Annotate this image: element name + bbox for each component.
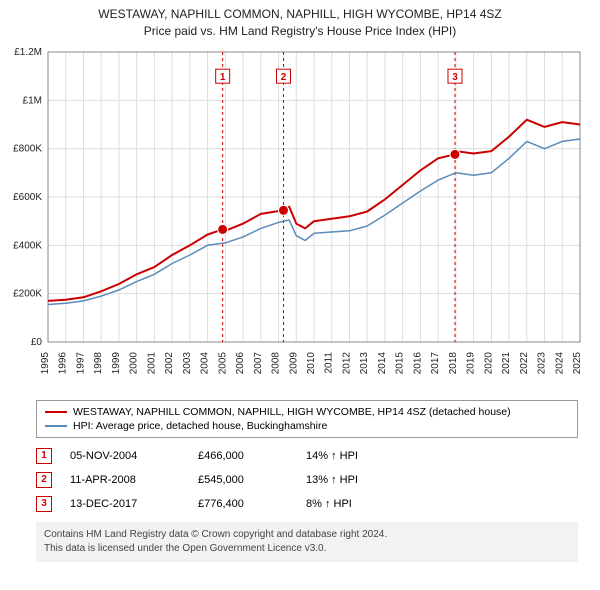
svg-text:2002: 2002 <box>164 351 175 374</box>
svg-text:2013: 2013 <box>359 351 370 374</box>
svg-text:£1.2M: £1.2M <box>14 47 42 58</box>
legend-label-1: WESTAWAY, NAPHILL COMMON, NAPHILL, HIGH … <box>73 406 511 418</box>
svg-text:2010: 2010 <box>306 351 317 374</box>
svg-text:2018: 2018 <box>448 351 459 374</box>
event-marker-3: 3 <box>36 496 52 512</box>
svg-text:1: 1 <box>220 72 226 83</box>
chart-svg: £0 £200K £400K £600K £800K £1M £1.2M 1995 1996 19… <box>0 42 600 392</box>
event-price-1: £466,000 <box>198 450 288 462</box>
svg-text:£1M: £1M <box>23 95 42 106</box>
title-line-1: WESTAWAY, NAPHILL COMMON, NAPHILL, HIGH … <box>4 6 596 23</box>
event-delta-3: 8% ↑ HPI <box>306 498 406 510</box>
svg-text:£600K: £600K <box>13 192 42 203</box>
events-block: 1 05-NOV-2004 £466,000 14% ↑ HPI 2 11-AP… <box>36 444 578 516</box>
svg-text:2: 2 <box>281 72 287 83</box>
svg-text:2009: 2009 <box>288 351 299 374</box>
svg-text:2004: 2004 <box>200 351 211 374</box>
svg-text:2011: 2011 <box>324 351 335 373</box>
svg-text:2000: 2000 <box>129 351 140 374</box>
event-marker-1: 1 <box>36 448 52 464</box>
title-block: WESTAWAY, NAPHILL COMMON, NAPHILL, HIGH … <box>0 0 600 42</box>
svg-text:2001: 2001 <box>146 351 157 374</box>
svg-text:1995: 1995 <box>40 351 51 374</box>
svg-text:£200K: £200K <box>13 288 42 299</box>
legend-label-2: HPI: Average price, detached house, Buck… <box>73 420 327 432</box>
chart-area: £0 £200K £400K £600K £800K £1M £1.2M 1995 1996 19… <box>0 42 600 392</box>
event-price-2: £545,000 <box>198 474 288 486</box>
chart-container: WESTAWAY, NAPHILL COMMON, NAPHILL, HIGH … <box>0 0 600 562</box>
svg-text:2021: 2021 <box>501 351 512 374</box>
svg-text:2020: 2020 <box>483 351 494 374</box>
svg-text:1997: 1997 <box>75 351 86 374</box>
svg-text:1998: 1998 <box>93 351 104 374</box>
event-delta-2: 13% ↑ HPI <box>306 474 406 486</box>
event-price-3: £776,400 <box>198 498 288 510</box>
svg-text:2025: 2025 <box>572 351 583 374</box>
footer-note: Contains HM Land Registry data © Crown c… <box>36 522 578 562</box>
svg-text:2008: 2008 <box>271 351 282 374</box>
event-row: 1 05-NOV-2004 £466,000 14% ↑ HPI <box>36 444 578 468</box>
svg-text:2005: 2005 <box>217 351 228 374</box>
legend-row: HPI: Average price, detached house, Buck… <box>45 419 569 433</box>
svg-text:£400K: £400K <box>13 240 42 251</box>
svg-text:1996: 1996 <box>58 351 69 374</box>
event-date-2: 11-APR-2008 <box>70 474 180 486</box>
svg-text:2023: 2023 <box>537 351 548 374</box>
footer-line-1: Contains HM Land Registry data © Crown c… <box>44 528 570 542</box>
svg-text:2014: 2014 <box>377 351 388 374</box>
svg-text:2024: 2024 <box>554 351 565 374</box>
svg-text:2016: 2016 <box>412 351 423 374</box>
svg-text:2019: 2019 <box>466 351 477 374</box>
svg-text:2017: 2017 <box>430 351 441 374</box>
svg-text:£800K: £800K <box>13 143 42 154</box>
title-line-2: Price paid vs. HM Land Registry's House … <box>4 23 596 40</box>
legend-swatch-2 <box>45 425 67 427</box>
svg-text:1999: 1999 <box>111 351 122 374</box>
svg-text:2003: 2003 <box>182 351 193 374</box>
svg-text:2006: 2006 <box>235 351 246 374</box>
legend-row: WESTAWAY, NAPHILL COMMON, NAPHILL, HIGH … <box>45 405 569 419</box>
svg-text:£0: £0 <box>31 337 43 348</box>
event-delta-1: 14% ↑ HPI <box>306 450 406 462</box>
event-date-1: 05-NOV-2004 <box>70 450 180 462</box>
svg-text:2022: 2022 <box>519 351 530 374</box>
svg-text:2012: 2012 <box>341 351 352 374</box>
event-row: 3 13-DEC-2017 £776,400 8% ↑ HPI <box>36 492 578 516</box>
legend-swatch-1 <box>45 411 67 413</box>
event-row: 2 11-APR-2008 £545,000 13% ↑ HPI <box>36 468 578 492</box>
footer-line-2: This data is licensed under the Open Gov… <box>44 542 570 556</box>
event-marker-2: 2 <box>36 472 52 488</box>
svg-text:3: 3 <box>452 72 458 83</box>
svg-text:2015: 2015 <box>395 351 406 374</box>
legend-box: WESTAWAY, NAPHILL COMMON, NAPHILL, HIGH … <box>36 400 578 438</box>
event-date-3: 13-DEC-2017 <box>70 498 180 510</box>
svg-text:2007: 2007 <box>253 351 264 374</box>
